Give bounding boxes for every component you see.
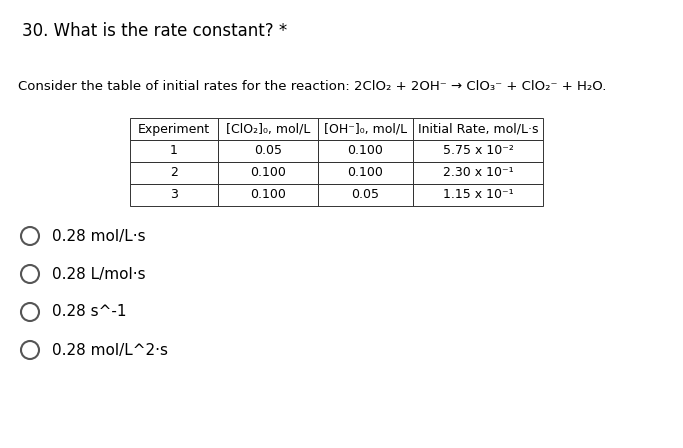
Bar xyxy=(218,162,318,184)
Bar xyxy=(413,184,543,206)
Text: 0.05: 0.05 xyxy=(254,145,282,158)
Bar xyxy=(218,118,318,140)
Text: 0.28 mol/L^2·s: 0.28 mol/L^2·s xyxy=(52,343,168,358)
Bar xyxy=(318,140,413,162)
Text: 3: 3 xyxy=(170,189,178,202)
Bar xyxy=(318,162,413,184)
Text: 0.28 mol/L·s: 0.28 mol/L·s xyxy=(52,228,145,244)
Bar xyxy=(318,118,413,140)
Text: 0.28 L/mol·s: 0.28 L/mol·s xyxy=(52,267,145,281)
Text: 30. What is the rate constant? *: 30. What is the rate constant? * xyxy=(22,22,288,40)
Bar xyxy=(130,162,218,184)
Text: [OH⁻]₀, mol/L: [OH⁻]₀, mol/L xyxy=(324,122,407,135)
Bar xyxy=(218,184,318,206)
Text: 0.100: 0.100 xyxy=(250,189,286,202)
Text: 0.05: 0.05 xyxy=(352,189,380,202)
Text: Consider the table of initial rates for the reaction: 2ClO₂ + 2OH⁻ → ClO₃⁻ + ClO: Consider the table of initial rates for … xyxy=(18,80,607,93)
Text: 0.100: 0.100 xyxy=(250,167,286,180)
Bar xyxy=(218,140,318,162)
Bar xyxy=(130,184,218,206)
Bar xyxy=(413,162,543,184)
Text: 0.100: 0.100 xyxy=(348,167,383,180)
Bar xyxy=(413,118,543,140)
Text: Initial Rate, mol/L·s: Initial Rate, mol/L·s xyxy=(418,122,538,135)
Text: 2.30 x 10⁻¹: 2.30 x 10⁻¹ xyxy=(443,167,514,180)
Bar xyxy=(413,140,543,162)
Bar xyxy=(130,140,218,162)
Text: 0.100: 0.100 xyxy=(348,145,383,158)
Text: 1: 1 xyxy=(170,145,178,158)
Text: 1.15 x 10⁻¹: 1.15 x 10⁻¹ xyxy=(443,189,514,202)
Text: 5.75 x 10⁻²: 5.75 x 10⁻² xyxy=(443,145,514,158)
Text: 0.28 s^-1: 0.28 s^-1 xyxy=(52,305,126,319)
Text: Experiment: Experiment xyxy=(138,122,210,135)
Text: [ClO₂]₀, mol/L: [ClO₂]₀, mol/L xyxy=(226,122,310,135)
Bar xyxy=(130,118,218,140)
Bar xyxy=(318,184,413,206)
Text: 2: 2 xyxy=(170,167,178,180)
